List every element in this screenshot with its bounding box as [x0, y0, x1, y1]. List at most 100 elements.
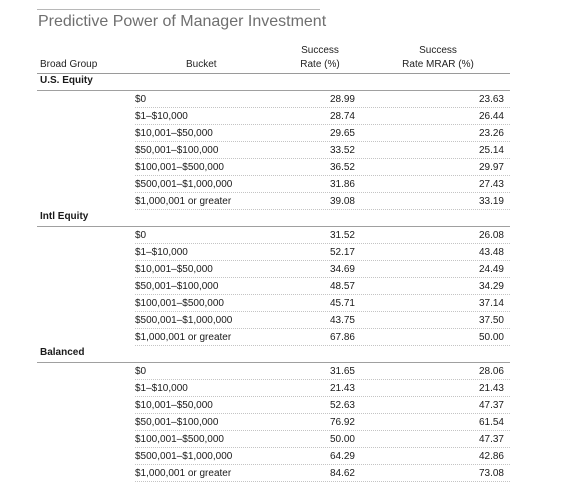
bucket-cell: $1–$10,000	[135, 111, 188, 122]
success-rate-cell: 84.62	[329, 468, 355, 479]
header-mrar-line1: Success	[419, 45, 457, 56]
table-row: $10,001–$50,000 34.69 24.49	[37, 261, 510, 278]
header-mrar-line2: Rate MRAR (%)	[402, 59, 474, 70]
table-row: $100,001–$500,000 36.52 29.97	[37, 159, 510, 176]
header-success-rate-line2: Rate (%)	[300, 59, 340, 70]
success-rate-mrar-cell: 24.49	[478, 264, 504, 275]
success-rate-cell: 50.00	[329, 434, 355, 445]
success-rate-mrar-cell: 25.14	[478, 145, 504, 156]
table-row: $1,000,001 or greater 39.08 33.19	[37, 193, 510, 210]
bucket-cell: $10,001–$50,000	[135, 400, 213, 411]
header-success-rate: Success Rate (%)	[290, 44, 350, 72]
success-rate-cell: 39.08	[329, 196, 355, 207]
header-rule	[37, 73, 510, 74]
table-row: $1–$10,000 52.17 43.48	[37, 244, 510, 261]
group-header: Balanced	[37, 346, 510, 363]
bucket-cell: $1,000,001 or greater	[135, 468, 232, 479]
header-success-rate-line1: Success	[301, 45, 339, 56]
success-rate-mrar-cell: 28.06	[478, 366, 504, 377]
success-rate-mrar-cell: 37.14	[478, 298, 504, 309]
success-rate-cell: 67.86	[329, 332, 355, 343]
success-rate-mrar-cell: 47.37	[478, 434, 504, 445]
bucket-cell: $50,001–$100,000	[135, 145, 219, 156]
success-rate-mrar-cell: 27.43	[478, 179, 504, 190]
success-rate-cell: 33.52	[329, 145, 355, 156]
success-rate-cell: 52.17	[329, 247, 355, 258]
bucket-cell: $500,001–$1,000,000	[135, 315, 233, 326]
table-row: $0 31.52 26.08	[37, 227, 510, 244]
bucket-cell: $50,001–$100,000	[135, 417, 219, 428]
success-rate-mrar-cell: 26.44	[478, 111, 504, 122]
bucket-cell: $1–$10,000	[135, 247, 188, 258]
group-header: Intl Equity	[37, 210, 510, 227]
group-name: U.S. Equity	[40, 75, 93, 86]
table-row: $0 31.65 28.06	[37, 363, 510, 380]
page-title: Predictive Power of Manager Investment	[38, 13, 327, 30]
success-rate-cell: 31.52	[329, 230, 355, 241]
success-rate-mrar-cell: 61.54	[478, 417, 504, 428]
table-row: $50,001–$100,000 48.57 34.29	[37, 278, 510, 295]
table-row: $10,001–$50,000 52.63 47.37	[37, 397, 510, 414]
header-bucket: Bucket	[186, 59, 217, 70]
success-rate-cell: 21.43	[329, 383, 355, 394]
group-name: Balanced	[40, 347, 85, 358]
bucket-cell: $0	[135, 94, 147, 105]
success-rate-cell: 28.99	[329, 94, 355, 105]
success-rate-cell: 31.65	[329, 366, 355, 377]
success-rate-mrar-cell: 23.26	[478, 128, 504, 139]
success-rate-cell: 31.86	[329, 179, 355, 190]
table-row: $1,000,001 or greater 67.86 50.00	[37, 329, 510, 346]
success-rate-cell: 76.92	[329, 417, 355, 428]
success-rate-cell: 45.71	[329, 298, 355, 309]
success-rate-mrar-cell: 26.08	[478, 230, 504, 241]
bucket-cell: $50,001–$100,000	[135, 281, 219, 292]
title-rule	[37, 9, 320, 10]
success-rate-mrar-cell: 34.29	[478, 281, 504, 292]
success-rate-mrar-cell: 37.50	[478, 315, 504, 326]
table-row: $50,001–$100,000 76.92 61.54	[37, 414, 510, 431]
success-rate-mrar-cell: 50.00	[478, 332, 504, 343]
table-row: $100,001–$500,000 45.71 37.14	[37, 295, 510, 312]
success-rate-mrar-cell: 33.19	[478, 196, 504, 207]
success-rate-cell: 43.75	[329, 315, 355, 326]
success-rate-mrar-cell: 29.97	[478, 162, 504, 173]
bucket-cell: $1,000,001 or greater	[135, 332, 232, 343]
success-rate-cell: 52.63	[329, 400, 355, 411]
header-success-rate-mrar: Success Rate MRAR (%)	[390, 44, 486, 72]
success-rate-cell: 48.57	[329, 281, 355, 292]
table-row: $100,001–$500,000 50.00 47.37	[37, 431, 510, 448]
bucket-cell: $10,001–$50,000	[135, 128, 213, 139]
success-rate-cell: 34.69	[329, 264, 355, 275]
bucket-cell: $100,001–$500,000	[135, 162, 224, 173]
success-rate-cell: 64.29	[329, 451, 355, 462]
bucket-cell: $0	[135, 366, 147, 377]
success-rate-cell: 28.74	[329, 111, 355, 122]
table-row: $500,001–$1,000,000 31.86 27.43	[37, 176, 510, 193]
bucket-cell: $10,001–$50,000	[135, 264, 213, 275]
success-rate-mrar-cell: 47.37	[478, 400, 504, 411]
table-row: $1–$10,000 21.43 21.43	[37, 380, 510, 397]
data-table: U.S. Equity $0 28.99 23.63 $1–$10,000 28.74 26…	[37, 74, 510, 482]
table-row: $500,001–$1,000,000 64.29 42.86	[37, 448, 510, 465]
bucket-cell: $500,001–$1,000,000	[135, 179, 233, 190]
table-row: $50,001–$100,000 33.52 25.14	[37, 142, 510, 159]
success-rate-mrar-cell: 23.63	[478, 94, 504, 105]
bucket-cell: $500,001–$1,000,000	[135, 451, 233, 462]
table-row: $1–$10,000 28.74 26.44	[37, 108, 510, 125]
table-row: $10,001–$50,000 29.65 23.26	[37, 125, 510, 142]
bucket-cell: $1,000,001 or greater	[135, 196, 232, 207]
success-rate-cell: 29.65	[329, 128, 355, 139]
table-row: $500,001–$1,000,000 43.75 37.50	[37, 312, 510, 329]
success-rate-mrar-cell: 42.86	[478, 451, 504, 462]
bucket-cell: $100,001–$500,000	[135, 298, 224, 309]
success-rate-mrar-cell: 43.48	[478, 247, 504, 258]
group-name: Intl Equity	[40, 211, 89, 222]
table-row: $1,000,001 or greater 84.62 73.08	[37, 465, 510, 482]
success-rate-mrar-cell: 73.08	[478, 468, 504, 479]
bucket-cell: $0	[135, 230, 147, 241]
bucket-cell: $100,001–$500,000	[135, 434, 224, 445]
table-row: $0 28.99 23.63	[37, 91, 510, 108]
bucket-cell: $1–$10,000	[135, 383, 188, 394]
header-broad-group: Broad Group	[40, 59, 98, 70]
group-header: U.S. Equity	[37, 74, 510, 91]
